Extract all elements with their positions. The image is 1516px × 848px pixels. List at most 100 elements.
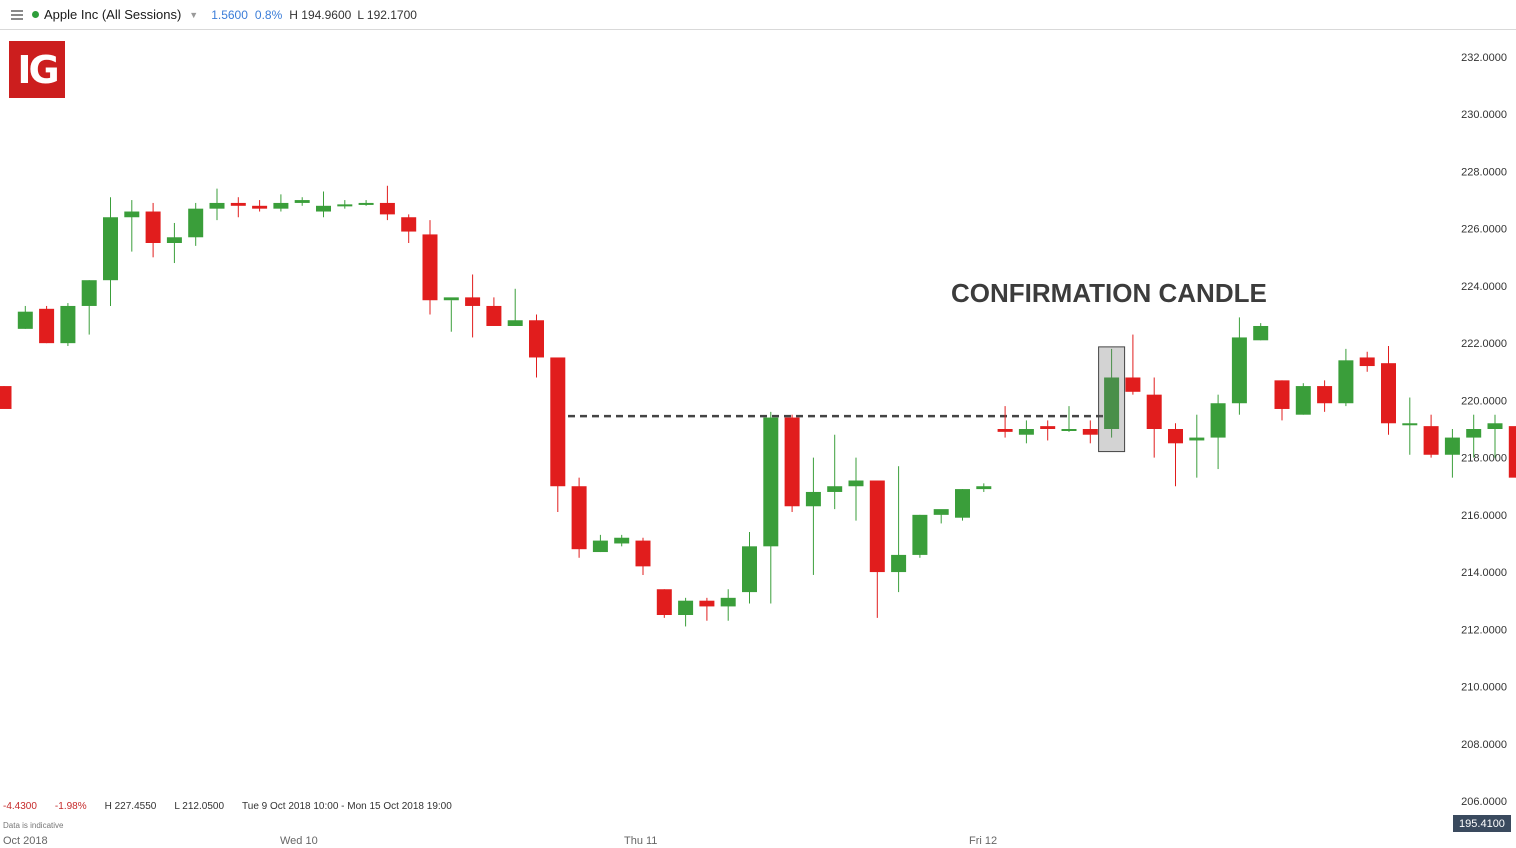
- candle-body: [294, 200, 310, 203]
- candle-body: [656, 589, 672, 615]
- y-tick-label: 206.0000: [1461, 796, 1507, 808]
- y-tick-label: 220.0000: [1461, 395, 1507, 407]
- range-change-percent: -1.98%: [54, 801, 87, 812]
- candle: [39, 305, 55, 344]
- hamburger-menu-icon[interactable]: [11, 9, 23, 20]
- candle-body: [1381, 363, 1396, 424]
- y-tick-label: 232.0000: [1461, 52, 1507, 64]
- price-change: 1.5600: [211, 7, 248, 22]
- candle-body: [1444, 437, 1460, 455]
- candle: [592, 534, 608, 553]
- candle-body: [1125, 377, 1141, 392]
- x-tick-label: Thu 11: [624, 835, 657, 847]
- candle-body: [209, 202, 225, 209]
- candle-body: [39, 308, 55, 344]
- y-tick-label: 218.0000: [1461, 453, 1507, 465]
- candle-body: [763, 417, 779, 547]
- candle-body: [81, 280, 97, 306]
- candle-body: [507, 320, 523, 326]
- candle: [1423, 414, 1439, 458]
- candle-body: [337, 204, 353, 207]
- candle: [273, 194, 289, 212]
- candle-body: [0, 386, 12, 409]
- candle-body: [145, 211, 161, 243]
- candle: [316, 191, 331, 218]
- candle-body: [891, 554, 907, 573]
- candle-body: [1210, 403, 1226, 438]
- candle: [209, 188, 225, 221]
- candle-body: [1274, 380, 1290, 409]
- candle: [912, 514, 928, 558]
- candle: [1444, 429, 1460, 478]
- candle: [1253, 323, 1269, 341]
- candle: [1168, 423, 1183, 487]
- candle-body: [1061, 429, 1077, 431]
- candle: [827, 434, 843, 510]
- candle-body: [401, 217, 417, 232]
- current-price-label: 195.4100: [1453, 815, 1511, 832]
- range-low: L 212.0500: [174, 801, 225, 812]
- candle: [124, 200, 140, 252]
- candle: [1402, 397, 1418, 455]
- candle-body: [912, 514, 928, 555]
- candle: [1018, 420, 1034, 444]
- candle: [1210, 394, 1226, 470]
- candle: [571, 477, 587, 558]
- candle: [1295, 383, 1311, 415]
- confirmation-highlight-box: [1098, 346, 1126, 453]
- y-tick-label: 216.0000: [1461, 510, 1507, 522]
- candle-body: [273, 202, 289, 209]
- candle: [1466, 414, 1482, 458]
- candle: [933, 509, 949, 524]
- x-tick-label: Fri 12: [969, 835, 997, 847]
- candle-body: [1168, 429, 1183, 444]
- candle-body: [805, 491, 821, 507]
- candle-body: [742, 546, 757, 593]
- candle-body: [103, 217, 118, 281]
- x-tick-label: Oct 2018: [3, 835, 48, 847]
- candle-body: [1146, 394, 1162, 429]
- candle-body: [1040, 426, 1056, 429]
- candle: [252, 200, 268, 212]
- candle-body: [230, 202, 246, 206]
- candle-body: [997, 429, 1013, 432]
- chevron-down-icon[interactable]: ▼: [189, 9, 199, 20]
- candle-body: [1402, 423, 1418, 426]
- candle: [294, 197, 310, 206]
- y-tick-label: 224.0000: [1461, 281, 1507, 293]
- candle: [465, 274, 481, 338]
- candle-body: [252, 205, 268, 209]
- y-tick-label: 214.0000: [1461, 567, 1507, 579]
- range-stats: -4.4300 -1.98% H 227.4550 L 212.0500 Tue…: [3, 801, 452, 812]
- candle: [656, 589, 672, 618]
- candle-body: [827, 486, 843, 492]
- candle-body: [614, 537, 630, 544]
- candle: [1274, 380, 1290, 421]
- candle-body: [1018, 429, 1034, 435]
- candle: [1508, 426, 1516, 478]
- session-high: H 194.9600: [289, 7, 352, 22]
- candle: [1317, 380, 1333, 412]
- candle: [1359, 351, 1375, 372]
- candle: [1381, 346, 1396, 435]
- candle: [869, 480, 885, 618]
- candle: [358, 200, 374, 206]
- candle: [60, 303, 76, 347]
- candle: [891, 466, 907, 593]
- candle: [1338, 348, 1354, 407]
- candle: [997, 406, 1013, 438]
- candle-body: [1487, 423, 1503, 429]
- candle-body: [592, 540, 608, 553]
- y-tick-label: 226.0000: [1461, 224, 1507, 236]
- candle: [230, 197, 246, 218]
- candle-body: [933, 509, 949, 515]
- candle-body: [784, 417, 800, 507]
- candle-body: [1295, 386, 1311, 415]
- candle-body: [869, 480, 885, 573]
- candle-body: [529, 320, 544, 358]
- candle: [742, 532, 757, 604]
- candle-body: [1231, 337, 1247, 404]
- candle: [166, 222, 182, 264]
- instrument-title[interactable]: Apple Inc (All Sessions): [44, 7, 182, 22]
